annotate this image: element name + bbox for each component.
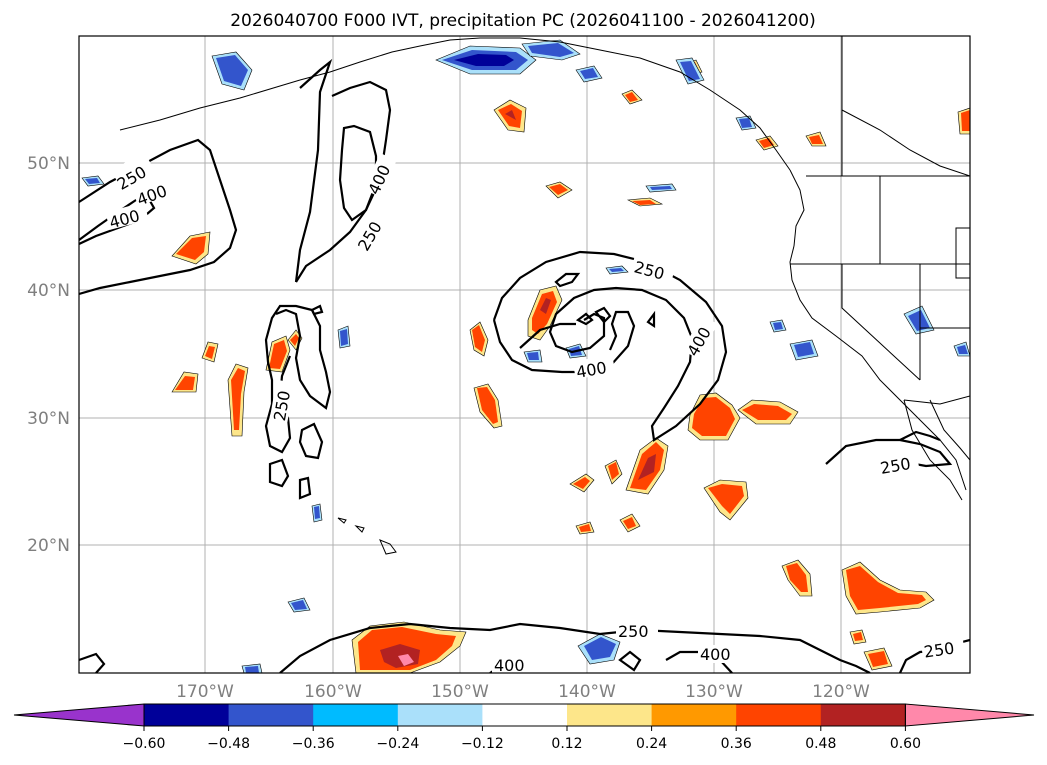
contour-label: 400 bbox=[494, 656, 525, 675]
lat-label-20n: 20°N bbox=[27, 536, 70, 556]
precip-positive-anomalies bbox=[171, 59, 970, 673]
colorbar-segment bbox=[820, 704, 906, 726]
coastlines bbox=[119, 36, 970, 555]
lat-label-30n: 30°N bbox=[27, 409, 70, 429]
ivt-contours bbox=[79, 58, 970, 673]
plot-frame bbox=[78, 35, 971, 674]
colorbar-segment bbox=[228, 704, 314, 726]
contour-label: 400 bbox=[107, 206, 141, 232]
colorbar-tick-label: −0.24 bbox=[376, 736, 419, 752]
colorbar-segment bbox=[567, 704, 653, 726]
lon-label-140w: 140°W bbox=[558, 682, 616, 702]
colorbar-segment bbox=[482, 704, 568, 726]
contour-label: 400 bbox=[700, 645, 731, 664]
colorbar-tick-label: −0.36 bbox=[292, 736, 335, 752]
contour-label: 250 bbox=[618, 622, 649, 641]
colorbar-frame bbox=[143, 703, 906, 727]
contour-label: 250 bbox=[632, 257, 666, 283]
colorbar-tick-label: −0.12 bbox=[461, 736, 504, 752]
contour-label: 250 bbox=[270, 389, 294, 422]
precip-negative-anomalies bbox=[81, 39, 970, 673]
longitude-labels: 170°W 160°W 150°W 140°W 130°W 120°W bbox=[176, 682, 870, 702]
lon-label-160w: 160°W bbox=[304, 682, 362, 702]
colorbar-tick-label: 0.48 bbox=[805, 736, 836, 752]
contour-labels: 250 400 400 400 250 250 400 400 250 250 … bbox=[105, 151, 966, 675]
colorbar-tick-label: −0.48 bbox=[207, 736, 250, 752]
colorbar-extend-left bbox=[13, 703, 145, 727]
colorbar-segment bbox=[144, 704, 230, 726]
colorbar-segment bbox=[313, 704, 399, 726]
colorbar-segment bbox=[651, 704, 737, 726]
lat-label-50n: 50°N bbox=[27, 154, 70, 174]
map-title: 2026040700 F000 IVT, precipitation PC (2… bbox=[230, 11, 816, 31]
colorbar-tick-label: 0.24 bbox=[636, 736, 667, 752]
contour-label: 250 bbox=[923, 639, 956, 662]
contour-label: 250 bbox=[879, 454, 912, 478]
colorbar-extend-right bbox=[904, 703, 1035, 727]
lat-label-40n: 40°N bbox=[27, 281, 70, 301]
lon-label-120w: 120°W bbox=[812, 682, 870, 702]
colorbar-tick-label: 0.60 bbox=[890, 736, 921, 752]
lon-label-130w: 130°W bbox=[685, 682, 743, 702]
colorbar-segment bbox=[736, 704, 822, 726]
latitude-labels: 50°N 40°N 30°N 20°N bbox=[27, 154, 70, 556]
colorbar-tick-label: 0.36 bbox=[721, 736, 752, 752]
colorbar-segment bbox=[397, 704, 483, 726]
contour-label: 400 bbox=[575, 358, 608, 382]
lon-label-170w: 170°W bbox=[176, 682, 234, 702]
colorbar-tick-label: 0.12 bbox=[551, 736, 582, 752]
colorbar: −0.60 −0.48 −0.36 −0.24 −0.12 0.12 0.24 0.36 0.4… bbox=[13, 703, 1035, 752]
colorbar-tick-label: −0.60 bbox=[123, 736, 166, 752]
lon-label-150w: 150°W bbox=[431, 682, 489, 702]
